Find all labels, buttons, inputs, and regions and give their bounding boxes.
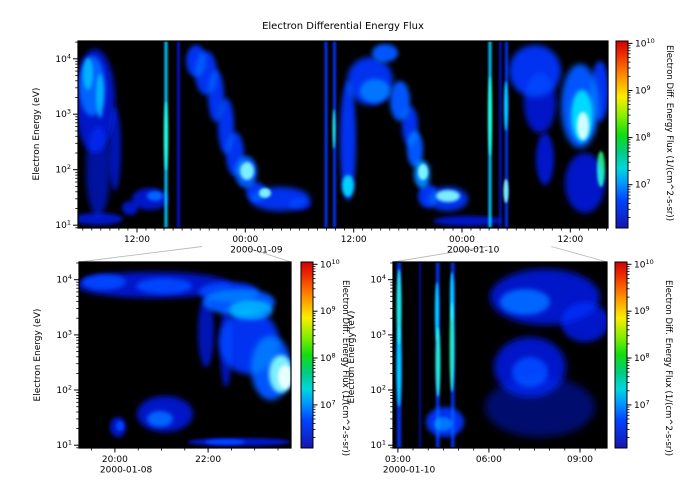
y-tick-label: 101 [370, 439, 386, 452]
detail_right-spectrogram [393, 262, 607, 448]
y-tick-label: 104 [370, 273, 386, 286]
colorbar-tick-label: 109 [635, 84, 651, 97]
zoom-connector-line [78, 246, 203, 263]
zoom-connector-line [392, 246, 488, 263]
detail_left-colorbar [301, 262, 313, 448]
y-tick-label: 101 [56, 439, 72, 452]
date-label: 2000-01-10 [383, 466, 436, 476]
y-tick-label: 103 [56, 328, 72, 341]
colorbar-tick-label: 108 [634, 352, 650, 365]
detail_right-colorbar [615, 262, 627, 448]
date-label: 2000-01-08 [100, 466, 153, 476]
colorbar-tick-label: 1010 [320, 258, 340, 271]
y-tick-label: 102 [56, 384, 72, 397]
colorbar-tick-label: 107 [320, 398, 336, 411]
detail_left-spectrogram [79, 262, 291, 448]
overview-spectrogram [78, 41, 608, 228]
x-tick-label: 09:00 [567, 455, 593, 465]
colorbar-tick-label: 1010 [634, 258, 654, 271]
y-tick-label: 102 [55, 163, 71, 176]
colorbar-tick-label: 108 [635, 131, 651, 144]
y-tick-label: 103 [55, 108, 71, 121]
x-tick-label: 20:00 [102, 455, 128, 465]
zoom-connector-line [551, 246, 608, 263]
x-tick-label: 12:00 [124, 235, 150, 245]
colorbar-tick-label: 109 [320, 305, 336, 318]
date-label: 2000-01-10 [447, 246, 500, 256]
y-tick-label: 102 [370, 384, 386, 397]
x-tick-label: 06:00 [476, 455, 502, 465]
colorbar-tick-label: 1010 [635, 37, 655, 50]
overview-frame [77, 40, 609, 229]
colorbar-tick-label: 107 [635, 178, 651, 191]
overview-colorbar [616, 41, 628, 228]
chart-title: Electron Differential Energy Flux [262, 21, 424, 32]
detail_right-frame [392, 261, 608, 449]
x-tick-label: 12:00 [341, 235, 367, 245]
date-label: 2000-01-09 [230, 246, 283, 256]
x-tick-label: 00:00 [449, 235, 475, 245]
y-tick-label: 104 [56, 273, 72, 286]
y-tick-label: 104 [55, 52, 71, 65]
y-tick-label: 101 [55, 219, 71, 232]
colorbar-tick-label: 108 [320, 352, 336, 365]
y-tick-label: 103 [370, 328, 386, 341]
colorbar-tick-label: 107 [634, 398, 650, 411]
x-tick-label: 03:00 [385, 455, 411, 465]
x-tick-label: 00:00 [232, 235, 258, 245]
x-tick-label: 22:00 [195, 455, 221, 465]
colorbar-tick-label: 109 [634, 305, 650, 318]
zoom-connector-line [243, 246, 292, 263]
x-tick-label: 12:00 [557, 235, 583, 245]
